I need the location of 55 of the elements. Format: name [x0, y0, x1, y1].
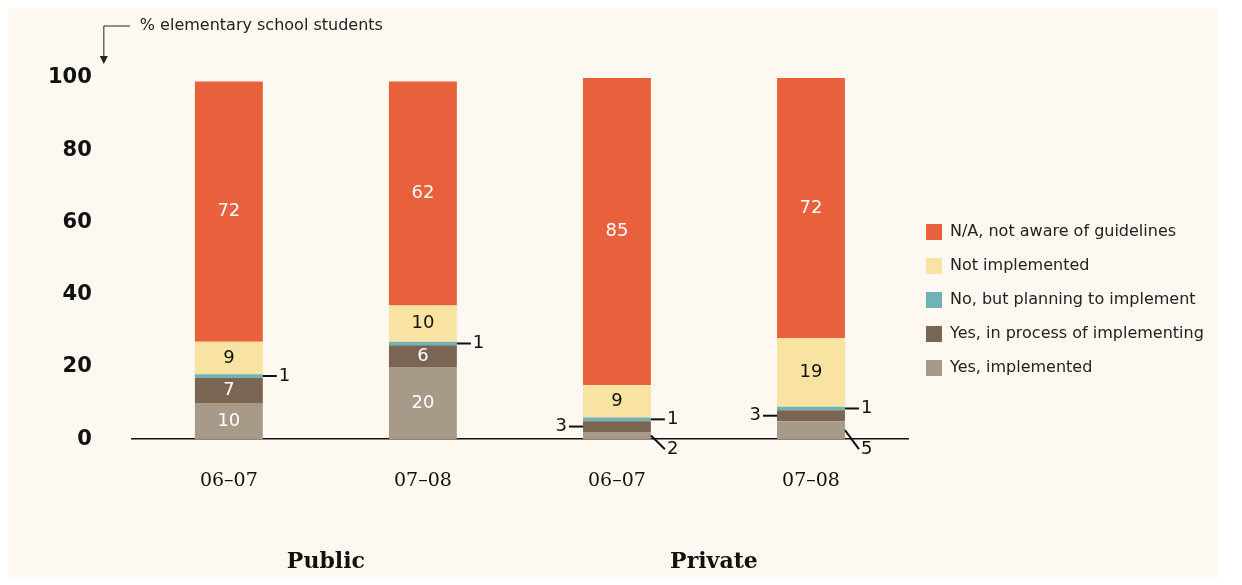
- data-label: 19: [799, 360, 823, 382]
- bar: [582, 431, 651, 440]
- legend-label: Yes, in process of implementing: [949, 323, 1204, 343]
- legend-label: Yes, implemented: [949, 357, 1093, 377]
- data-label: 9: [223, 345, 235, 367]
- y-tick-label: 80: [62, 136, 92, 161]
- legend-label: No, but planning to implement: [950, 289, 1196, 309]
- legend-label: Not implemented: [950, 255, 1090, 275]
- x-tick-label: 07–08: [393, 467, 452, 490]
- data-label: 9: [611, 388, 623, 410]
- bar: [777, 78, 845, 339]
- legend-label: N/A, not aware of guidelines: [950, 221, 1177, 241]
- bar: [194, 377, 263, 404]
- x-tick-label: 06–07: [199, 467, 258, 490]
- y-axis-title: % elementary school students: [139, 15, 383, 35]
- data-label: 3: [555, 414, 567, 436]
- bar: [582, 385, 651, 418]
- bar: [388, 305, 457, 342]
- data-label: 72: [217, 199, 241, 221]
- data-label: 10: [217, 408, 241, 430]
- data-label: 85: [605, 219, 629, 241]
- data-label: 10: [411, 311, 435, 333]
- bar: [194, 374, 263, 378]
- bar: [194, 341, 263, 375]
- data-label: 3: [749, 403, 762, 425]
- data-label: 5: [860, 436, 873, 458]
- x-tick-label: 07–08: [782, 467, 840, 490]
- bar: [777, 338, 845, 407]
- data-label: 6: [417, 343, 429, 365]
- data-label: 1: [666, 407, 679, 429]
- bar: [388, 366, 457, 440]
- data-label: 72: [799, 195, 823, 217]
- y-tick-label: 60: [62, 208, 92, 233]
- data-label: 20: [411, 390, 435, 412]
- bar: [582, 78, 651, 386]
- data-label: 1: [472, 331, 485, 353]
- y-tick-label: 20: [62, 353, 92, 378]
- data-label: 2: [666, 436, 679, 458]
- bar: [777, 421, 845, 440]
- bar: [777, 410, 845, 422]
- y-tick-label: 40: [62, 281, 92, 306]
- y-tick-label: 100: [47, 64, 92, 89]
- bar: [582, 421, 651, 432]
- data-label: 1: [278, 363, 291, 385]
- data-label: 1: [860, 396, 873, 418]
- text: Public: [286, 546, 365, 573]
- x-tick-label: 06–07: [588, 467, 646, 490]
- text: Private: [670, 546, 758, 573]
- bar: [388, 81, 457, 306]
- y-tick-label: 0: [77, 425, 92, 450]
- data-label: 62: [411, 181, 435, 203]
- bar: [194, 403, 263, 440]
- data-label: 7: [223, 378, 235, 400]
- bar: [388, 345, 457, 367]
- bar: [194, 81, 263, 342]
